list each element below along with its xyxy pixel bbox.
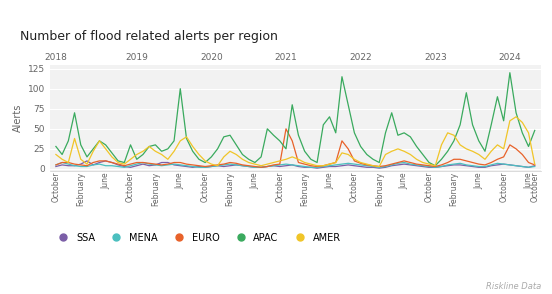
SSA	[84, 159, 91, 163]
Text: Number of flood related alerts per region: Number of flood related alerts per regio…	[20, 30, 278, 43]
APAC	[507, 71, 513, 74]
MENA	[146, 162, 152, 166]
AMER	[513, 115, 519, 118]
Line: APAC: APAC	[56, 73, 535, 166]
EURO	[264, 165, 270, 168]
Line: SSA: SSA	[56, 161, 535, 168]
EURO	[208, 164, 215, 168]
APAC	[258, 155, 264, 159]
APAC	[395, 133, 401, 137]
SSA	[532, 164, 538, 168]
EURO	[134, 161, 140, 164]
APAC	[432, 164, 438, 168]
EURO	[258, 166, 264, 169]
MENA	[307, 166, 314, 169]
AMER	[401, 150, 407, 153]
AMER	[376, 165, 383, 168]
Y-axis label: Alerts: Alerts	[13, 103, 23, 132]
APAC	[208, 155, 215, 159]
APAC	[295, 133, 302, 137]
EURO	[283, 127, 289, 131]
AMER	[84, 162, 91, 166]
MENA	[121, 166, 128, 169]
APAC	[532, 129, 538, 132]
AMER	[532, 162, 538, 166]
MENA	[52, 163, 59, 167]
EURO	[84, 164, 91, 168]
AMER	[208, 162, 215, 166]
EURO	[532, 163, 538, 167]
Text: Riskline Data: Riskline Data	[486, 282, 541, 291]
MENA	[270, 164, 277, 168]
AMER	[258, 164, 264, 168]
MENA	[90, 163, 97, 167]
MENA	[532, 165, 538, 168]
AMER	[52, 153, 59, 156]
APAC	[84, 155, 91, 159]
EURO	[307, 164, 314, 168]
Line: MENA: MENA	[56, 163, 535, 167]
MENA	[220, 163, 227, 167]
SSA	[301, 166, 308, 169]
Legend: SSA, MENA, EURO, APAC, AMER: SSA, MENA, EURO, APAC, AMER	[50, 229, 344, 246]
MENA	[407, 162, 413, 166]
EURO	[407, 161, 413, 164]
SSA	[52, 165, 59, 168]
APAC	[52, 145, 59, 148]
SSA	[90, 163, 97, 167]
Line: EURO: EURO	[56, 129, 535, 167]
APAC	[134, 158, 140, 161]
SSA	[140, 162, 146, 166]
SSA	[314, 166, 320, 170]
MENA	[59, 161, 66, 164]
SSA	[407, 163, 413, 167]
AMER	[295, 158, 302, 161]
AMER	[134, 153, 140, 156]
Line: AMER: AMER	[56, 117, 535, 166]
SSA	[264, 165, 270, 168]
EURO	[52, 163, 59, 167]
SSA	[214, 164, 221, 168]
